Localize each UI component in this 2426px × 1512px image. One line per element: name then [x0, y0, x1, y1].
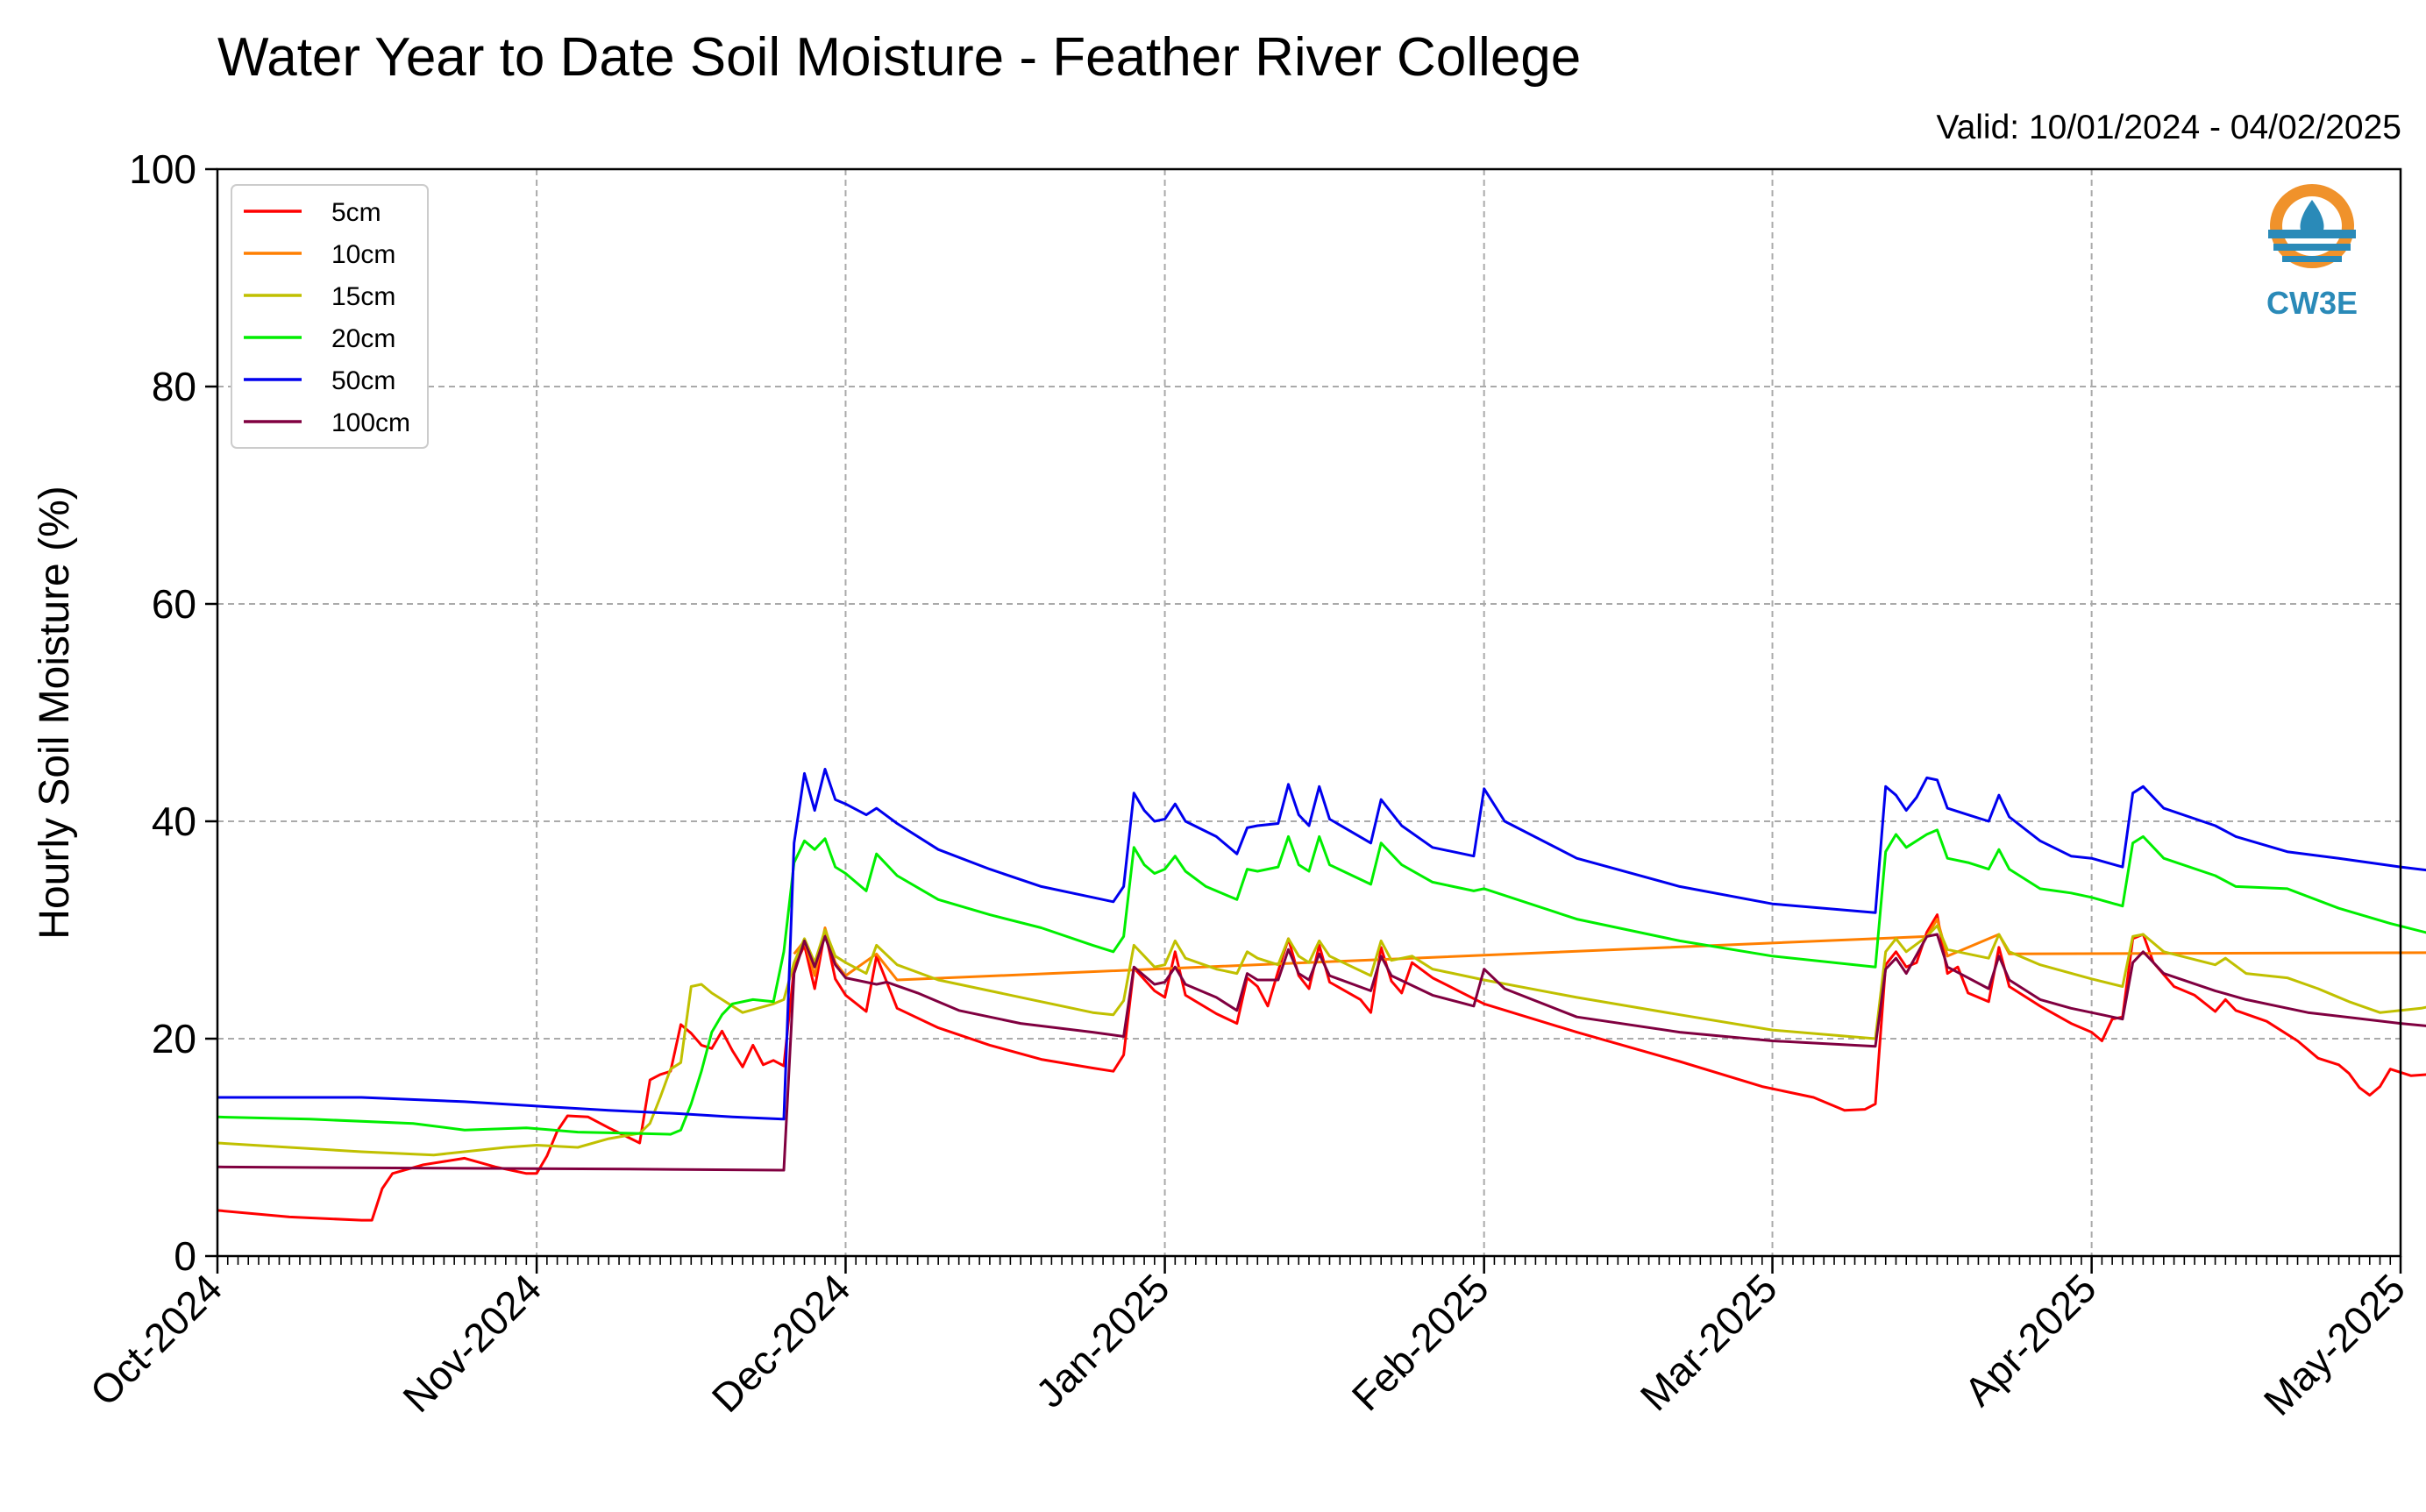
legend-label: 50cm — [331, 366, 395, 395]
y-tick-label: 100 — [129, 146, 196, 192]
water-drop-icon — [2300, 200, 2324, 238]
y-tick-label: 60 — [152, 581, 196, 627]
valid-date-range: Valid: 10/01/2024 - 04/02/2025 — [1936, 109, 2401, 146]
legend-label: 15cm — [331, 282, 395, 311]
series-line-100cm — [217, 933, 2426, 1172]
logo-wave — [2282, 256, 2342, 262]
series-line-5cm — [217, 913, 2426, 1222]
legend: 5cm 10cm 15cm 20cm 50cm 100cm — [231, 184, 429, 449]
grid-lines — [217, 169, 2401, 1256]
legend-label: 20cm — [331, 324, 395, 353]
series-line-20cm — [217, 828, 2426, 1136]
legend-label: 10cm — [331, 240, 395, 269]
x-tick-label: Nov-2024 — [394, 1265, 550, 1421]
series-line-50cm — [217, 768, 2426, 1121]
x-tick-label: Mar-2025 — [1632, 1265, 1786, 1419]
series-line-15cm — [217, 924, 2426, 1157]
x-tick-label: Oct-2024 — [82, 1265, 231, 1415]
plot-frame — [216, 167, 2402, 1258]
logo-wave — [2273, 244, 2351, 251]
y-axis-label: Hourly Soil Moisture (%) — [32, 486, 78, 939]
series-lines — [217, 768, 2426, 1222]
legend-label: 5cm — [331, 198, 381, 227]
cw3e-logo: CW3E — [2266, 184, 2358, 321]
x-tick-label: Dec-2024 — [703, 1265, 859, 1421]
legend-box — [231, 184, 429, 449]
y-tick-label: 0 — [174, 1233, 196, 1279]
y-tick-label: 20 — [152, 1016, 196, 1061]
y-tick-label: 80 — [152, 364, 196, 409]
x-tick-label: Feb-2025 — [1343, 1265, 1498, 1419]
x-tick-label: Jan-2025 — [1027, 1265, 1177, 1416]
logo-text: CW3E — [2266, 285, 2358, 321]
legend-label: 100cm — [331, 408, 410, 437]
y-tick-label: 40 — [152, 799, 196, 844]
x-tick-label: May-2025 — [2255, 1265, 2414, 1423]
chart-title: Water Year to Date Soil Moisture - Feath… — [217, 27, 1582, 88]
x-tick-label: Apr-2025 — [1955, 1265, 2105, 1415]
